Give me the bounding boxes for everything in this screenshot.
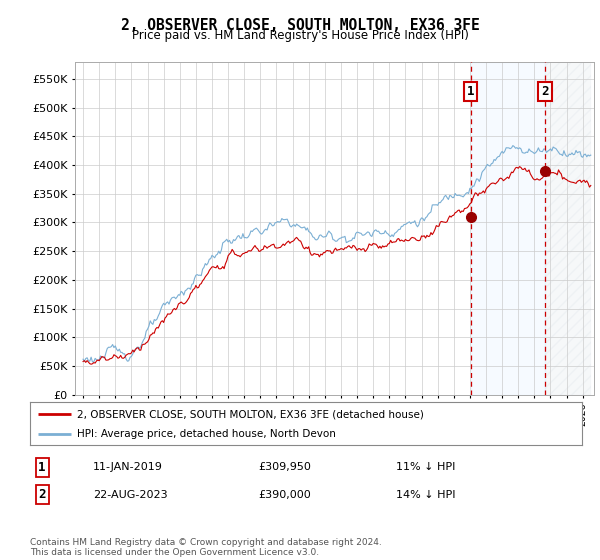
- Text: 1: 1: [467, 85, 474, 98]
- Text: 2, OBSERVER CLOSE, SOUTH MOLTON, EX36 3FE: 2, OBSERVER CLOSE, SOUTH MOLTON, EX36 3F…: [121, 18, 479, 33]
- Text: 2, OBSERVER CLOSE, SOUTH MOLTON, EX36 3FE (detached house): 2, OBSERVER CLOSE, SOUTH MOLTON, EX36 3F…: [77, 409, 424, 419]
- Bar: [545, 62, 591, 395]
- Text: Contains HM Land Registry data © Crown copyright and database right 2024.
This d: Contains HM Land Registry data © Crown c…: [30, 538, 382, 557]
- Text: 2: 2: [38, 488, 46, 501]
- Bar: [470, 62, 545, 395]
- Text: Price paid vs. HM Land Registry's House Price Index (HPI): Price paid vs. HM Land Registry's House …: [131, 29, 469, 42]
- Text: £309,950: £309,950: [258, 463, 311, 472]
- Text: 22-AUG-2023: 22-AUG-2023: [93, 490, 167, 500]
- Text: 1: 1: [38, 461, 46, 474]
- Text: 14% ↓ HPI: 14% ↓ HPI: [396, 490, 455, 500]
- Text: 2: 2: [541, 85, 548, 98]
- Text: HPI: Average price, detached house, North Devon: HPI: Average price, detached house, Nort…: [77, 430, 336, 440]
- Text: 11% ↓ HPI: 11% ↓ HPI: [396, 463, 455, 472]
- Text: 11-JAN-2019: 11-JAN-2019: [93, 463, 163, 472]
- Text: £390,000: £390,000: [258, 490, 311, 500]
